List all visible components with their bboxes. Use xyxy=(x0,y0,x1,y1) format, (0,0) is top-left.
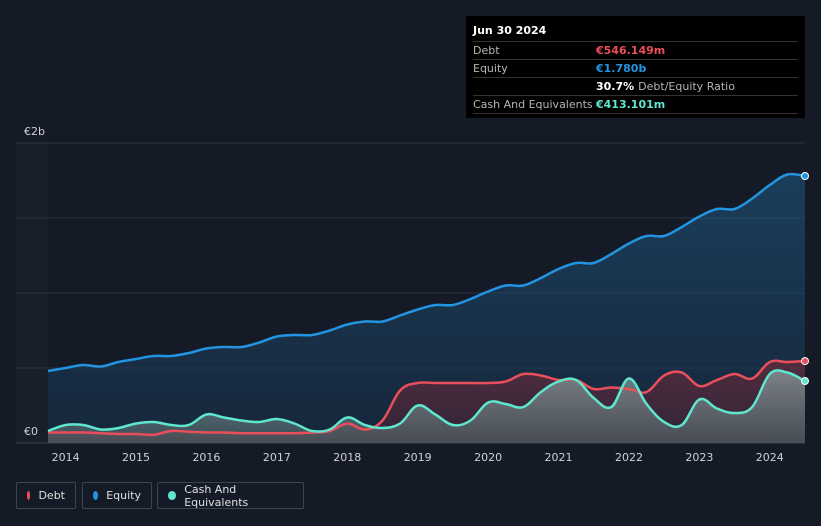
tooltip-debt-value: €546.149m xyxy=(596,44,666,57)
tooltip-ratio-row: 30.7% Debt/Equity Ratio xyxy=(473,78,798,96)
x-tick-label: 2020 xyxy=(474,451,502,464)
debt-dot-icon xyxy=(27,491,31,500)
equity-dot-icon xyxy=(93,491,99,500)
legend-item-equity[interactable]: Equity xyxy=(82,482,152,509)
tooltip-cash-value: €413.101m xyxy=(596,98,666,111)
x-tick-label: 2018 xyxy=(333,451,361,464)
debt-end-marker xyxy=(801,357,809,366)
legend-item-debt[interactable]: Debt xyxy=(16,482,76,509)
tooltip-equity-value: €1.780b xyxy=(596,62,647,75)
tooltip-ratio-label: Debt/Equity Ratio xyxy=(638,80,735,93)
series-areas xyxy=(48,174,805,444)
tooltip-cash-row: Cash And Equivalents €413.101m xyxy=(473,96,798,114)
cash-dot-icon xyxy=(168,491,177,500)
cash-line xyxy=(47,369,806,433)
x-tick-label: 2014 xyxy=(52,451,80,464)
x-tick-label: 2017 xyxy=(263,451,291,464)
series-lines xyxy=(47,172,806,437)
x-tick-label: 2023 xyxy=(685,451,713,464)
y-tick-label: €2b xyxy=(24,125,45,138)
legend-label-debt: Debt xyxy=(38,489,65,502)
y-tick-label: €0 xyxy=(24,425,38,438)
x-tick-label: 2021 xyxy=(545,451,573,464)
legend-label-equity: Equity xyxy=(106,489,141,502)
equity-area xyxy=(48,174,805,444)
x-tick-label: 2024 xyxy=(756,451,784,464)
tooltip-ratio-value: 30.7% xyxy=(596,80,635,93)
tooltip-debt-row: Debt €546.149m xyxy=(473,42,798,60)
cash-area xyxy=(48,370,805,443)
tooltip-cash-label: Cash And Equivalents xyxy=(473,98,593,111)
equity-end-marker xyxy=(801,172,809,180)
end-markers xyxy=(801,172,809,386)
x-tick-label: 2016 xyxy=(192,451,220,464)
tooltip-debt-label: Debt xyxy=(473,44,500,57)
legend-label-cash: Cash And Equivalents xyxy=(184,482,249,509)
tooltip: Jun 30 2024 Debt €546.149m Equity €1.780… xyxy=(466,16,805,118)
x-tick-label: 2019 xyxy=(404,451,432,464)
x-axis-ticks: 2014 2015 2016 2017 2018 2019 2020 2021 2022 2023… xyxy=(52,451,784,464)
tooltip-date: Jun 30 2024 xyxy=(473,22,798,42)
debt-line xyxy=(47,359,806,437)
x-tick-label: 2022 xyxy=(615,451,643,464)
y-axis-ticks: €2b €0 xyxy=(24,125,45,438)
cash-end-marker xyxy=(801,377,809,386)
equity-line xyxy=(47,172,806,373)
x-tick-label: 2015 xyxy=(122,451,150,464)
tooltip-equity-row: Equity €1.780b xyxy=(473,60,798,78)
tooltip-equity-label: Equity xyxy=(473,62,508,75)
legend-item-cash[interactable]: Cash And Equivalents xyxy=(157,482,304,509)
